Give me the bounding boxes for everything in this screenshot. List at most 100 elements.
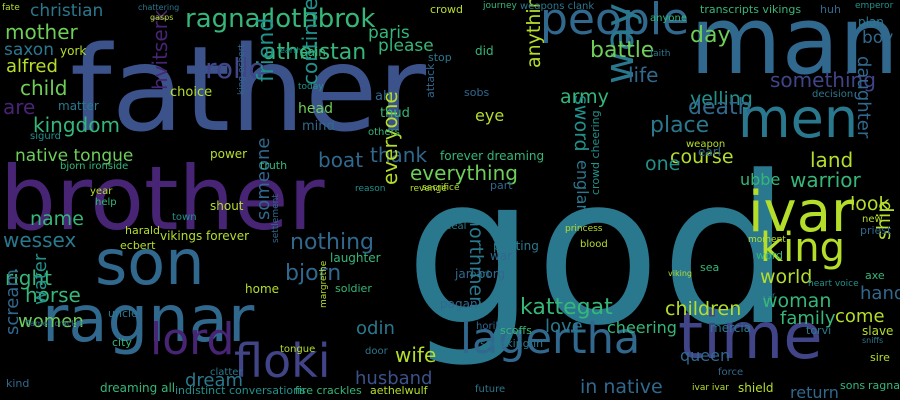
word-please: please (378, 36, 434, 56)
word-year: year (90, 186, 113, 197)
word-eye: eye (475, 106, 505, 125)
word-town: town (172, 212, 197, 223)
word-dreaming-all: dreaming all (100, 381, 176, 395)
word-soldier: soldier (335, 282, 372, 295)
word-sea: sea (700, 261, 720, 274)
word-emperor: emperor (855, 1, 894, 11)
word-horse: horse (25, 283, 81, 307)
word-one: one (645, 153, 681, 175)
word-ragnar: ragnar (42, 283, 255, 357)
word-head: head (298, 101, 333, 117)
word-are: are (3, 95, 36, 119)
word-water: water (30, 253, 51, 305)
word-ubbe: ubbe (740, 170, 781, 189)
word-queen: queen (680, 346, 731, 365)
word-lagertha: lagertha (460, 314, 641, 364)
word-dream: dream (185, 370, 244, 391)
word-alfred: alfred (6, 56, 58, 77)
word-ecbert: ecbert (120, 239, 156, 252)
word-mercia: mercia (710, 321, 752, 335)
word-plan: plan (858, 15, 884, 29)
word-part-2: part (470, 269, 491, 280)
word-daughter: daughter (853, 56, 874, 139)
word-everything: everything (410, 161, 518, 185)
word-help: help (95, 197, 117, 208)
word-battle: battle (590, 38, 655, 63)
word-settlement: settlement (271, 194, 281, 243)
word-scoffs: scoffs (500, 324, 532, 337)
word-come: come (835, 306, 885, 327)
word-matter: matter (58, 99, 99, 113)
word-today: today (298, 82, 324, 92)
word-indistinct-conversations: indistinct conversations (175, 384, 306, 397)
word-husband: husband (355, 368, 433, 389)
word-door: door (365, 346, 388, 357)
word-deal: deal (445, 221, 467, 232)
word-gasps: gasps (150, 13, 174, 22)
word-paris: paris (368, 23, 410, 43)
word-decision: decision (812, 89, 854, 100)
word-lothbrok: lothbrok (268, 4, 376, 34)
word-shout: shout (210, 199, 244, 213)
word-ivar: ivar (748, 180, 855, 245)
word-pagan: pagan (440, 297, 478, 311)
word-pain: pain (300, 45, 326, 59)
word-bjorn-ironside: bjorn ironside (60, 161, 129, 172)
word-kingdom: kingdom (33, 113, 120, 137)
word-future: future (475, 384, 506, 395)
word-reason: reason (355, 184, 386, 194)
word-part: part (490, 179, 513, 192)
word-choice: choice (170, 85, 213, 100)
word-kind: kind (6, 377, 30, 390)
word-native-tongue: native tongue (15, 146, 134, 166)
word-truth: truth (260, 159, 288, 172)
word-floki: floki (234, 334, 331, 388)
word-journey: journey (483, 1, 517, 11)
word-something: something (770, 68, 876, 92)
word-did: did (475, 44, 494, 58)
word-yelling: yelling (690, 88, 753, 110)
word-right: right (5, 266, 52, 290)
word-chattering: chattering (138, 3, 180, 12)
word-boat: boat (318, 148, 364, 172)
word-slave: slave (862, 324, 894, 338)
word-force: force (718, 367, 744, 378)
word-stop: stop (428, 51, 452, 64)
word-torvi: torvi (806, 324, 832, 337)
word-flames-crackle: flames crackle (25, 319, 84, 328)
word-others: others (368, 127, 400, 138)
word-ragnar-2: ragnar (185, 4, 272, 34)
word-earl: earl (698, 145, 722, 159)
word-saxon: saxon (4, 40, 54, 60)
word-anyone: anyone (650, 13, 687, 24)
word-priest: priest (860, 224, 892, 237)
word-jarl-borg: jarl borg (455, 267, 506, 281)
word-sniffs: sniffs (862, 336, 884, 345)
word-father: father (70, 20, 427, 158)
word-power: power (210, 147, 248, 161)
word-shield: shield (738, 381, 774, 395)
word-son: son (95, 226, 205, 299)
word-ivar-ivar: ivar ivar (692, 383, 729, 393)
word-in-native: in native (580, 376, 663, 398)
word-margrethe: margrethe (319, 260, 329, 308)
word-women: women (18, 311, 84, 332)
word-look: look (850, 193, 890, 215)
word-weapons-clank: weapons clank (520, 1, 595, 12)
word-sons: sons (840, 379, 866, 392)
word-thank: thank (370, 143, 428, 167)
word-northmen: northmen (465, 215, 487, 309)
word-sword: sword (570, 95, 592, 152)
word-viking: viking (668, 269, 692, 278)
word-attack: attack (424, 63, 437, 98)
word-children: children (665, 298, 742, 320)
word-hand: hand (860, 283, 900, 304)
word-crowd: crowd (430, 3, 464, 16)
word-wessex: wessex (3, 228, 77, 252)
word-nothing: nothing (290, 230, 374, 255)
word-world: world (760, 266, 813, 288)
word-king: king (760, 225, 846, 271)
word-men: men (738, 87, 859, 150)
word-name: name (30, 208, 84, 230)
